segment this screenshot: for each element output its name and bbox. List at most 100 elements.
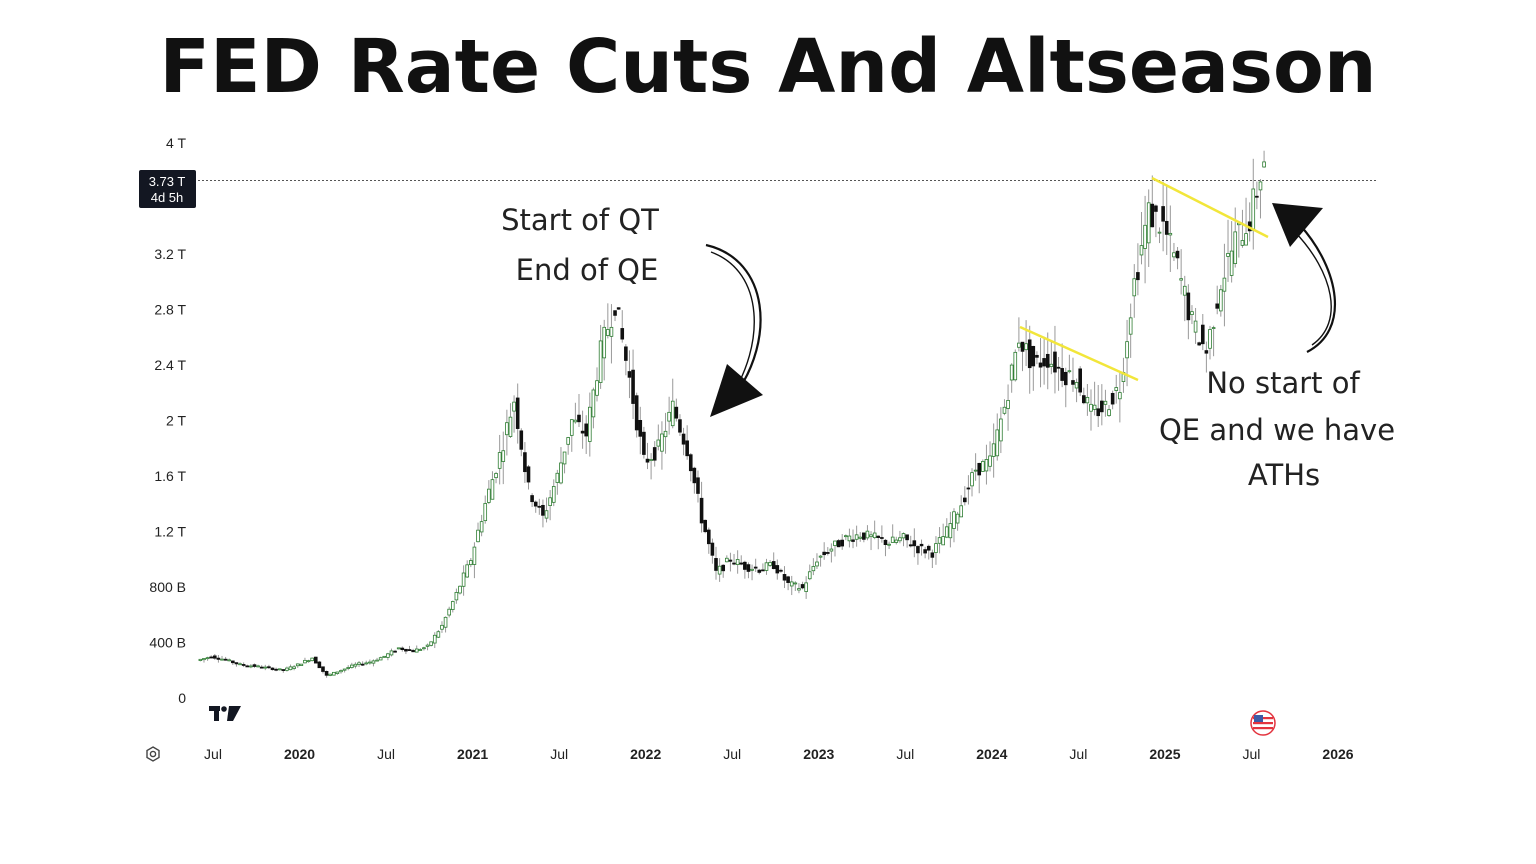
candle-up — [598, 340, 603, 383]
candle-up — [887, 543, 891, 546]
candle-down — [840, 539, 845, 547]
candle-down — [710, 542, 715, 556]
candle-up — [422, 647, 426, 650]
candle-up — [497, 452, 502, 469]
candle-down — [317, 661, 322, 669]
candle-up — [818, 555, 823, 558]
candle-up — [544, 510, 549, 519]
candle-up — [670, 400, 675, 427]
candle-up — [288, 666, 293, 671]
candle-down — [771, 561, 776, 570]
candle-down — [757, 569, 762, 573]
candle-up — [588, 406, 592, 442]
candle-down — [681, 433, 686, 445]
candle-up — [425, 644, 430, 647]
candle-up — [1006, 400, 1010, 409]
candle-down — [1136, 272, 1140, 281]
candle-down — [1060, 368, 1064, 381]
candle-up — [717, 565, 722, 575]
candle-down — [825, 552, 830, 554]
candle-up — [959, 505, 963, 518]
candle-up — [981, 461, 985, 472]
candle-up — [858, 536, 863, 539]
candle-down — [234, 662, 239, 665]
candle-up — [382, 655, 387, 658]
candle-down — [699, 497, 704, 524]
candle-down — [800, 584, 805, 589]
page-title: FED Rate Cuts And Altseason — [159, 24, 1377, 110]
candle-up — [263, 666, 268, 669]
candle-up — [440, 624, 444, 630]
candle-up — [1168, 232, 1173, 236]
candle-down — [252, 664, 257, 667]
settings-gear-icon[interactable] — [146, 746, 160, 762]
candle-up — [1118, 392, 1122, 400]
candle-up — [1193, 320, 1198, 333]
candle-down — [753, 566, 758, 569]
candle-down — [393, 650, 397, 653]
y-tick-label: 4 T — [166, 135, 186, 151]
candle-up — [970, 472, 974, 487]
x-tick-label: 2022 — [630, 746, 661, 762]
price-badge-countdown: 4d 5h — [151, 190, 184, 205]
candle-up — [249, 665, 253, 668]
candle-down — [241, 664, 246, 666]
candle-up — [667, 411, 671, 422]
annotation-right-line1: No start of — [1206, 366, 1360, 400]
candle-up — [306, 660, 311, 663]
x-tick-label: Jul — [204, 746, 222, 762]
candle-up — [811, 566, 816, 572]
x-tick-label: Jul — [723, 746, 741, 762]
candle-down — [530, 495, 534, 503]
candle-up — [663, 430, 668, 438]
candle-down — [577, 414, 581, 423]
candle-down — [743, 561, 747, 570]
candle-up — [1132, 278, 1137, 297]
candle-up — [454, 592, 459, 601]
candle-up — [505, 422, 509, 436]
candle-up — [606, 329, 610, 336]
candle-up — [609, 326, 614, 337]
candle-up — [285, 667, 289, 671]
x-tick-label: 2025 — [1149, 746, 1180, 762]
candle-down — [1056, 366, 1061, 369]
candle-down — [908, 544, 913, 547]
candle-down — [721, 564, 726, 572]
candle-up — [396, 647, 401, 650]
candle-down — [1175, 250, 1180, 259]
candle-down — [728, 559, 733, 562]
candle-down — [836, 540, 841, 548]
candle-up — [1146, 202, 1151, 244]
candle-down — [634, 395, 639, 431]
candle-up — [955, 513, 960, 524]
candle-up — [660, 433, 664, 452]
arrow-right-icon — [1272, 203, 1336, 353]
candle-down — [905, 534, 909, 541]
candle-up — [339, 670, 343, 673]
trendline-2025 — [1151, 176, 1269, 239]
candle-up — [898, 537, 902, 542]
candle-down — [851, 539, 855, 542]
candle-up — [988, 455, 992, 467]
candle-up — [1190, 311, 1194, 315]
candle-down — [209, 656, 213, 659]
candle-up — [569, 419, 574, 436]
candle-up — [1092, 404, 1097, 410]
candle-down — [627, 371, 632, 378]
candle-up — [797, 588, 801, 591]
candle-up — [1103, 400, 1108, 405]
candle-down — [1154, 205, 1158, 212]
candle-up — [292, 666, 296, 669]
candle-down — [1186, 292, 1191, 321]
candle-down — [685, 440, 689, 457]
x-tick-label: 2024 — [976, 746, 1007, 762]
candle-up — [350, 664, 354, 668]
candle-up — [346, 667, 351, 669]
candle-up — [389, 650, 394, 656]
candle-down — [526, 466, 531, 483]
candle-down — [739, 562, 744, 565]
candle-up — [418, 649, 423, 651]
candle-down — [270, 667, 275, 671]
candle-up — [414, 648, 419, 653]
